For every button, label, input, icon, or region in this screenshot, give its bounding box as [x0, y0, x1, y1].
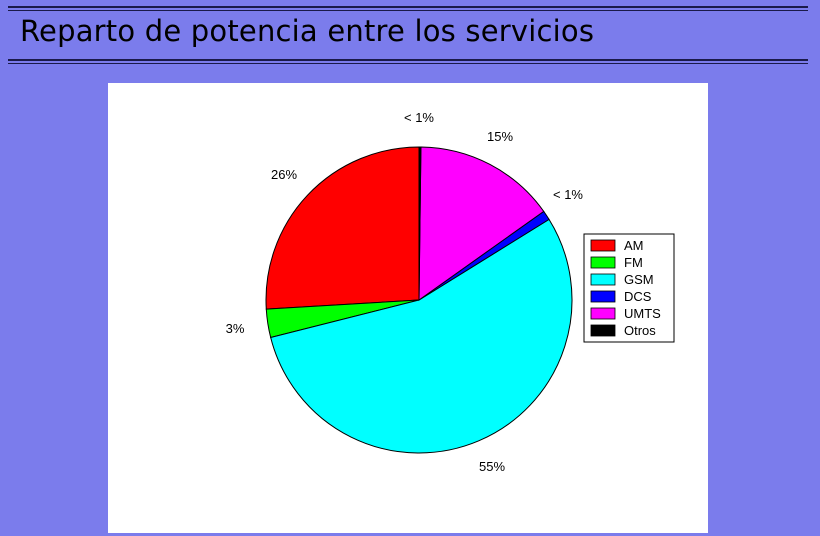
- slice-label-umts: 15%: [487, 129, 513, 144]
- slide-title: Reparto de potencia entre los servicios: [20, 14, 595, 48]
- legend-box: [583, 233, 675, 343]
- pie-slices: [265, 146, 573, 454]
- legend-swatch-umts: [590, 307, 616, 320]
- legend-label-fm: FM: [624, 255, 643, 270]
- pie-slice-otros: [418, 146, 422, 301]
- legend-label-otros: Otros: [624, 323, 656, 338]
- pie-slice-umts: [418, 146, 545, 301]
- legend-label-umts: UMTS: [624, 306, 661, 321]
- legend-label-dcs: DCS: [624, 289, 652, 304]
- legend-swatch-dcs: [590, 290, 616, 303]
- title-rule-top-1: [8, 6, 808, 8]
- pie-slice-am: [265, 146, 420, 310]
- pie-chart: 26% 3% 55% < 1% 15% < 1% AM FM GSM DCS UMTS Otros: [226, 110, 675, 474]
- chart-panel: 26% 3% 55% < 1% 15% < 1% AM FM GSM DCS UMTS Otros: [108, 83, 708, 533]
- pie-slice-labels: 26% 3% 55% < 1% 15% < 1%: [226, 110, 584, 474]
- slice-label-gsm: 55%: [479, 459, 505, 474]
- title-rule-bottom-2: [8, 63, 808, 64]
- slice-label-dcs: < 1%: [553, 187, 583, 202]
- legend-swatch-am: [590, 239, 616, 252]
- legend-label-gsm: GSM: [624, 272, 654, 287]
- title-rule-bottom-1: [8, 59, 808, 61]
- legend-label-am: AM: [624, 238, 644, 253]
- legend-swatch-gsm: [590, 273, 616, 286]
- title-rule-top-2: [8, 10, 808, 11]
- slice-label-fm: 3%: [226, 321, 245, 336]
- legend-swatch-fm: [590, 256, 616, 269]
- legend-swatch-otros: [590, 324, 616, 337]
- slice-label-otros: < 1%: [404, 110, 434, 125]
- slice-label-am: 26%: [271, 167, 297, 182]
- chart-legend: AM FM GSM DCS UMTS Otros: [583, 233, 675, 343]
- pie-slice-gsm: [270, 218, 573, 454]
